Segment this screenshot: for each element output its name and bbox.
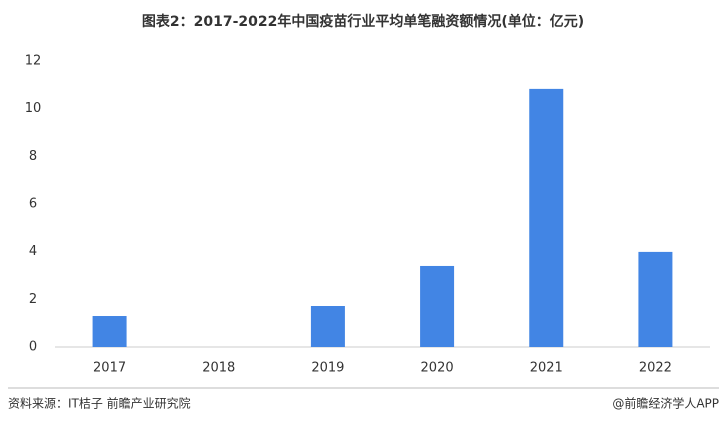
bar [638,251,673,347]
bar [420,265,455,347]
x-tick-label: 2018 [202,361,235,376]
bar [92,316,127,347]
chart-title: 图表2：2017-2022年中国疫苗行业平均单笔融资额情况(单位：亿元) [142,13,584,30]
y-tick-label: 6 [29,197,37,212]
x-tick-label: 2019 [311,361,344,376]
y-tick-label: 2 [29,292,37,307]
y-tick-label: 8 [29,149,37,164]
y-tick-label: 12 [25,54,42,69]
x-tick-label: 2020 [421,361,454,376]
bar [310,306,345,347]
credit: @前瞻经济学人APP [612,396,719,411]
source: 资料来源：IT桔子 前瞻产业研究院 [8,396,191,411]
x-tick-label: 2022 [639,361,672,376]
y-tick-label: 4 [29,244,37,259]
x-tick-label: 2017 [93,361,126,376]
x-tick-label: 2021 [530,361,563,376]
y-tick-label: 10 [25,101,42,116]
bar [529,88,564,347]
y-tick-label: 0 [29,340,37,355]
